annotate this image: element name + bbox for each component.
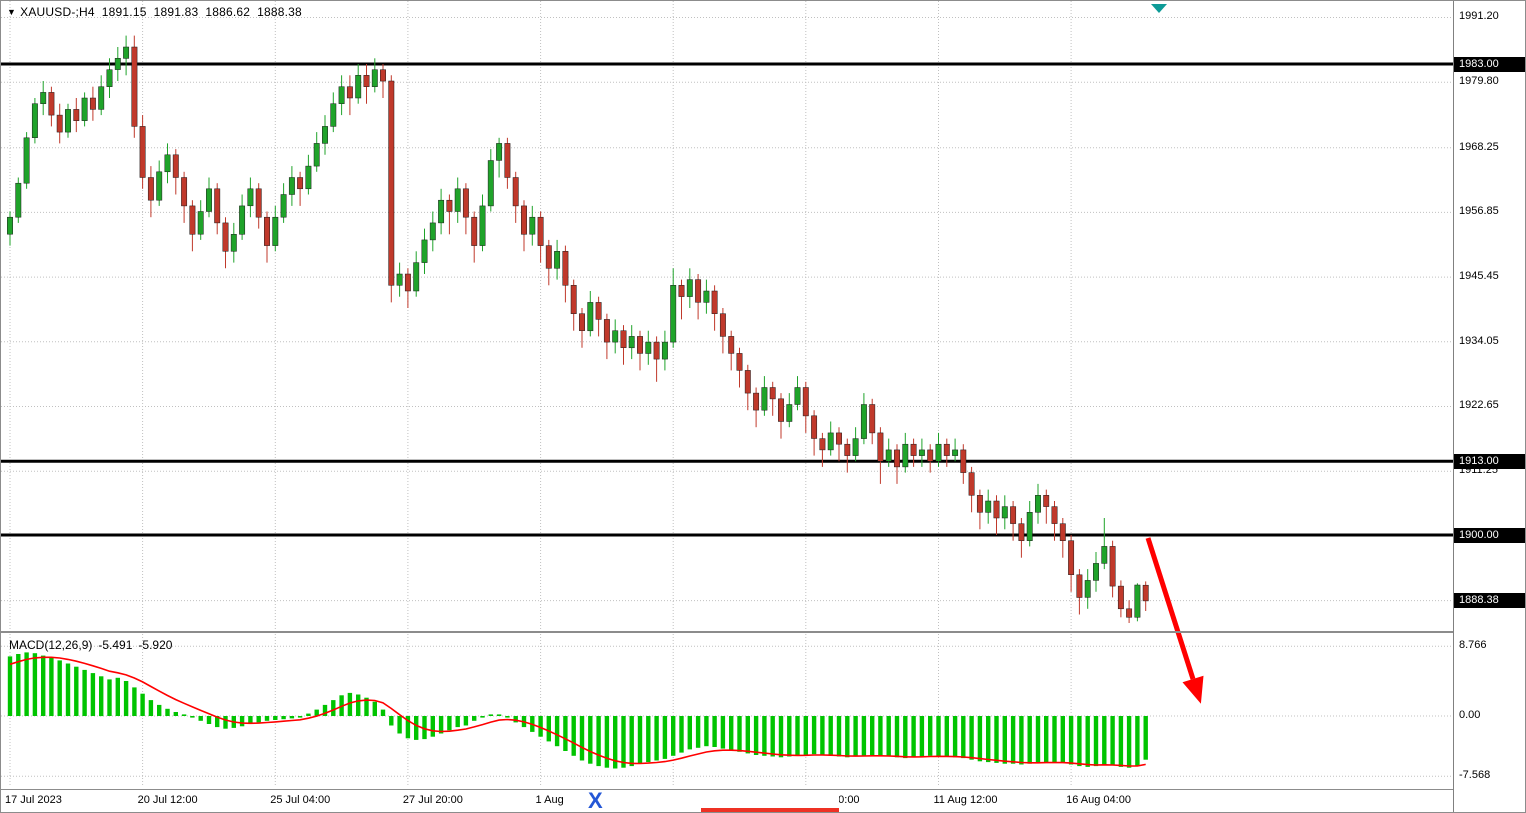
price-tick: 1934.05 [1459,334,1499,347]
symbol-label: XAUUSD-;H4 [20,5,95,19]
time-label: 11 Aug 12:00 [933,794,998,806]
price-tag: 1983.00 [1454,56,1525,72]
macd-indicator-label: MACD(12,26,9) -5.491 -5.920 [9,638,178,652]
price-tick: 1922.65 [1459,399,1499,412]
price-tick: 1956.85 [1459,205,1499,218]
macd-tick: -7.568 [1459,769,1491,782]
ohlc-close: 1888.38 [257,5,302,19]
price-tick: 1968.25 [1459,140,1499,153]
ohlc-open: 1891.15 [101,5,147,19]
ohlc-low: 1886.62 [205,5,251,19]
time-label: 25 Jul 04:00 [270,794,331,806]
price-axis[interactable]: 1991.20 1979.80 1968.25 1956.85 1945.45 1934.… [1453,1,1525,812]
time-label: 27 Jul 20:00 [402,794,463,806]
macd-signal-value: -5.920 [138,638,173,652]
chart-canvas[interactable] [1,1,1453,789]
time-label: 20 Jul 12:00 [137,794,198,806]
ohlc-high: 1891.83 [153,5,199,19]
price-tick: 1991.20 [1459,10,1499,23]
price-tag: 1888.38 [1454,593,1525,609]
macd-main-value: -5.491 [98,638,133,652]
price-tick: 1945.45 [1459,270,1499,283]
price-tick: 1979.80 [1459,75,1499,88]
macd-tick: 0.00 [1459,709,1481,721]
macd-name: MACD(12,26,9) [9,638,93,652]
watermark-overlay: X [566,791,839,813]
time-label: 16 Aug 04:00 [1066,794,1131,806]
price-tag: 1900.00 [1454,527,1525,543]
symbol-header: ▼ XAUUSD-;H4 1891.15 1891.83 1886.62 1888.38 [7,5,309,19]
watermark-letter: X [588,791,603,813]
watermark-red-stripe [701,808,839,812]
one-click-trading-toggle-icon[interactable]: ▼ [7,7,17,17]
macd-tick: 8.766 [1459,639,1487,652]
price-tag: 1913.00 [1454,453,1525,469]
time-axis-separator [1,789,1525,790]
time-label: 17 Jul 2023 [5,794,62,806]
panel-separator[interactable] [1,631,1525,633]
